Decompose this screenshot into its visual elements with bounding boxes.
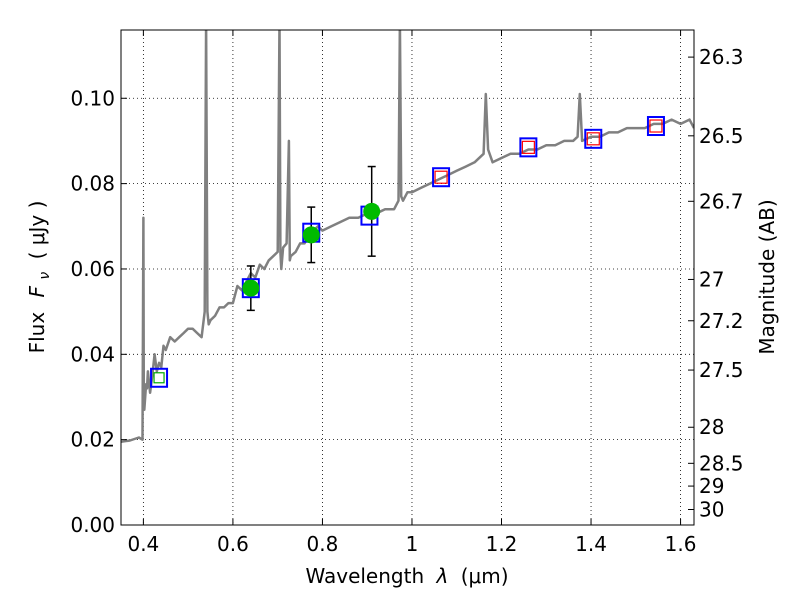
observed-point [363, 202, 381, 220]
y-tick-label: 0.02 [70, 428, 115, 452]
model-band-marker [519, 137, 538, 158]
nir-band-marker [521, 140, 535, 154]
model-band-marker [150, 367, 169, 388]
green-band-marker [153, 372, 165, 384]
mag-tick-label: 26.5 [699, 124, 744, 148]
mag-tick-label: 27 [699, 267, 724, 291]
plot-frame [120, 29, 695, 526]
y-tick-label: 0.04 [70, 342, 115, 366]
model-band-marker [646, 116, 665, 137]
x-tick-label: 1.4 [575, 532, 607, 556]
nir-band-marker [586, 132, 600, 146]
observed-point [302, 226, 320, 244]
y2-axis-label: Magnitude (AB) [755, 199, 779, 354]
observed-point [242, 279, 260, 297]
mag-tick-label: 28 [699, 415, 724, 439]
mag-tick-label: 30 [699, 498, 724, 522]
mag-tick-label: 29 [699, 474, 724, 498]
nir-band-marker [434, 170, 448, 184]
y-axis-label: Flux F ν ( μJy ) [25, 201, 54, 354]
x-axis-label-unit: (μm) [461, 564, 509, 588]
x-tick-label: 0.4 [127, 532, 159, 556]
x-tick-label: 1 [406, 532, 419, 556]
model-sed-line [121, 30, 694, 444]
mag-tick-label: 28.5 [699, 451, 744, 475]
mag-tick-label: 27.2 [699, 309, 744, 333]
x-tick-label: 1.6 [665, 532, 697, 556]
x-tick-label: 0.6 [217, 532, 249, 556]
y-tick-label: 0.06 [70, 257, 115, 281]
y-axis-label-text: Flux [25, 312, 49, 354]
mag-tick-label: 26.3 [699, 45, 744, 69]
x-tick-label: 0.8 [307, 532, 339, 556]
y-tick-label: 0.08 [70, 172, 115, 196]
y-axis-label-subscript: ν [37, 272, 53, 280]
mag-tick-label: 26.7 [699, 189, 744, 213]
x-axis-label-text: Wavelength [305, 564, 424, 588]
x-axis-label: Wavelength λ (μm) [305, 564, 508, 588]
grid [121, 30, 694, 526]
plot-area [121, 30, 694, 444]
x-axis-label-symbol: λ [436, 564, 449, 588]
nir-band-marker [649, 119, 663, 133]
axes: 0.4 0.6 0.8 1 1.2 1.4 1.6 0.00 0.02 0.04 0.06 0.08 0… [70, 30, 744, 556]
x-tick-label: 1.2 [486, 532, 518, 556]
mag-tick-label: 27.5 [699, 358, 744, 382]
y-axis-label-unit: ( μJy ) [25, 201, 49, 260]
y-tick-label: 0.00 [70, 513, 115, 537]
model-band-marker [432, 167, 451, 188]
model-band-marker [584, 128, 603, 149]
y-axis-label-symbol: F [25, 285, 49, 297]
y-tick-label: 0.10 [70, 86, 115, 110]
